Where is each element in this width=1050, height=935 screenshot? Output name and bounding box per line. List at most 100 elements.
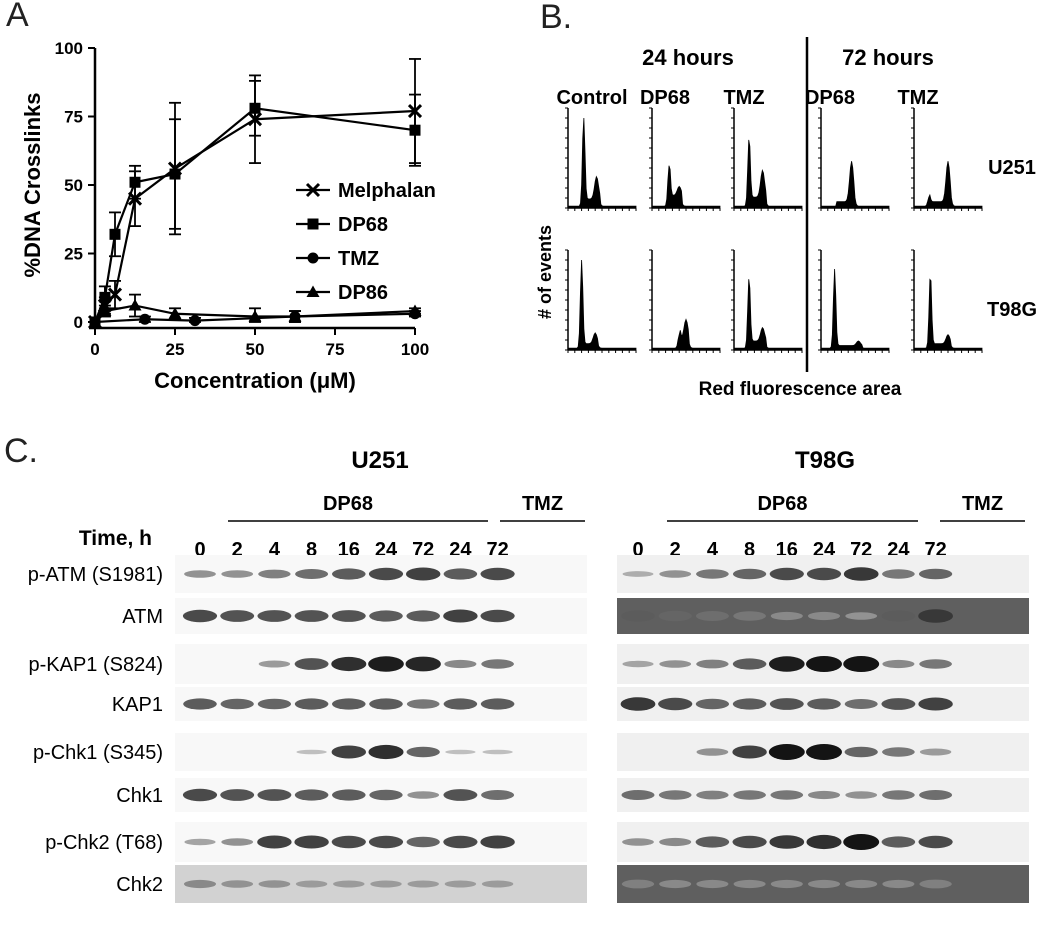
blot-band — [622, 660, 654, 668]
blot-band — [331, 835, 366, 849]
blot-band — [918, 609, 953, 623]
blot-band — [695, 698, 730, 710]
x-tick-label: 25 — [166, 340, 185, 359]
blot-band — [482, 749, 513, 755]
blot-strip — [175, 778, 587, 812]
blot-band — [331, 745, 367, 759]
blot-band — [882, 747, 915, 757]
blot-band — [658, 790, 692, 800]
blot-band — [406, 610, 441, 622]
blot-band — [257, 698, 292, 710]
blot-band — [732, 658, 767, 670]
data-point-dp86 — [88, 315, 102, 327]
treatment-label-tmz: TMZ — [522, 493, 563, 515]
data-point-dp86 — [288, 310, 302, 322]
blot-band — [444, 880, 477, 888]
blot-band — [882, 659, 915, 669]
blot-band — [480, 698, 515, 710]
blot-band — [481, 790, 515, 800]
histogram — [911, 107, 983, 211]
legend-label: DP86 — [338, 282, 388, 304]
histogram-fill — [567, 117, 637, 209]
time-axis-label: Time, h — [79, 527, 152, 550]
flow-cytometry-panel: 24 hours 72 hours Control DP68 TMZ DP68 TMZ U25… — [535, 37, 1037, 400]
blot-strip — [617, 555, 1029, 593]
blot-band — [481, 880, 514, 888]
blot-band — [620, 697, 656, 711]
protein-label: KAP1 — [112, 694, 163, 716]
blot-band — [806, 656, 842, 672]
blot-band — [443, 835, 478, 849]
blot-band — [732, 568, 767, 580]
blot-band — [221, 880, 254, 888]
blot-band — [845, 879, 878, 889]
blot-band — [769, 567, 804, 581]
blot-band — [331, 610, 366, 622]
blot-band — [480, 567, 515, 581]
data-point-dp68 — [99, 291, 111, 303]
cell-line-label: T98G — [987, 299, 1037, 321]
blot-band — [481, 659, 514, 669]
blot-band — [370, 880, 402, 888]
blot-band — [843, 656, 880, 672]
blot-band — [769, 835, 805, 849]
blot-band — [443, 789, 478, 801]
blot-strip — [617, 687, 1029, 721]
blot-band — [768, 744, 805, 760]
blot-band — [918, 697, 953, 711]
blot-band — [332, 789, 366, 801]
data-point-dp86 — [128, 299, 142, 311]
blot-band — [295, 880, 328, 888]
blot-band — [184, 838, 216, 846]
blot-band — [845, 612, 878, 620]
legend-label: DP68 — [338, 214, 388, 236]
histogram-fill — [651, 318, 721, 351]
blot-strip — [175, 822, 587, 862]
blot-strip — [175, 598, 587, 634]
protein-label: p-ATM (S1981) — [28, 564, 163, 586]
histogram-fill — [820, 161, 890, 209]
blot-band — [182, 609, 218, 623]
blot-band — [368, 656, 404, 672]
blot-band — [806, 834, 842, 850]
blot-band — [294, 835, 329, 849]
condition-label: Control — [556, 87, 627, 109]
blot-band — [882, 790, 915, 800]
panel-label-b: B. — [540, 0, 573, 36]
blot-band — [807, 698, 841, 710]
y-tick-label: 75 — [64, 108, 83, 127]
blot-band — [331, 656, 367, 672]
series-dp86 — [88, 293, 422, 327]
blot-band — [659, 837, 692, 847]
blot-band — [407, 791, 440, 799]
protein-label: ATM — [122, 606, 163, 628]
lane-time-label: 0 — [194, 539, 205, 561]
blot-band — [220, 698, 254, 710]
protein-label: p-KAP1 (S824) — [28, 654, 163, 676]
blot-band — [768, 656, 805, 672]
histogram-fill — [651, 165, 721, 209]
y-tick-label: 25 — [64, 245, 83, 264]
blot-strip — [617, 644, 1029, 684]
blot-strip — [617, 865, 1029, 903]
blot-strip — [617, 778, 1029, 812]
blot-band — [257, 835, 292, 849]
lane-time-label: 0 — [632, 539, 643, 561]
y-tick-label: 100 — [55, 39, 83, 58]
blot-band — [696, 659, 729, 669]
blot-band — [443, 698, 478, 710]
blot-band — [806, 744, 842, 760]
treatment-label-tmz: TMZ — [962, 493, 1003, 515]
blot-band — [294, 610, 329, 622]
condition-label: TMZ — [897, 87, 938, 109]
blot-band — [294, 658, 329, 670]
legend-marker — [307, 218, 319, 230]
blot-band — [333, 880, 365, 888]
blot-band — [406, 746, 440, 758]
blot-band — [844, 699, 878, 709]
blot-strip — [617, 598, 1029, 634]
blot-band — [621, 610, 655, 622]
histogram — [649, 249, 721, 353]
blot-band — [369, 610, 403, 622]
